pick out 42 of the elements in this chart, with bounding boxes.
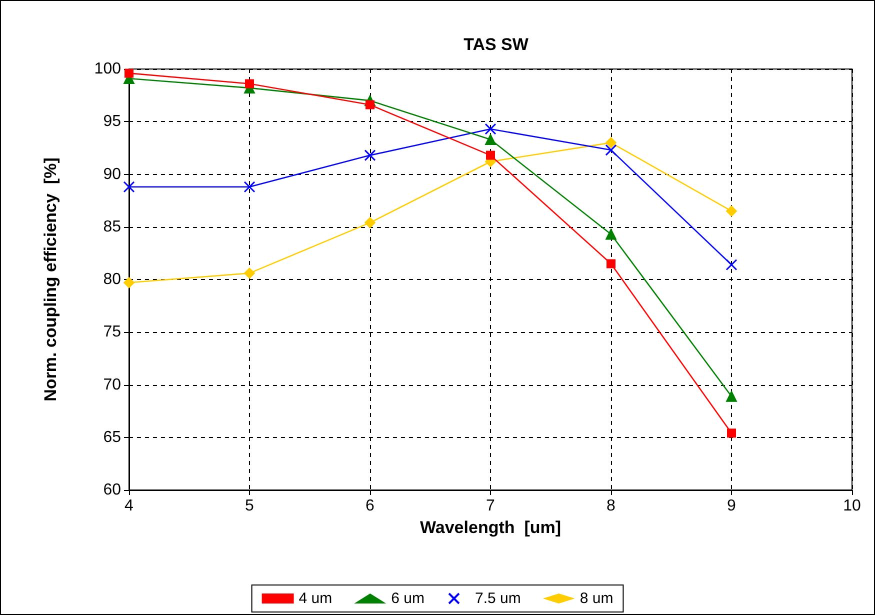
point <box>366 100 374 110</box>
point <box>244 181 256 193</box>
x-tick-label: 5 <box>245 498 254 514</box>
y-tick-label: 95 <box>103 113 122 130</box>
point <box>124 277 134 288</box>
point <box>364 150 376 162</box>
x-tick-label: 4 <box>124 498 134 514</box>
y-tick-label: 75 <box>103 324 122 341</box>
x-tick-label: 8 <box>606 498 616 514</box>
x-tick-label: 7 <box>486 498 496 514</box>
y-tick-label: 65 <box>103 428 122 446</box>
point <box>484 123 496 135</box>
y-tick-label: 100 <box>94 60 122 78</box>
y-tick-label: 70 <box>103 376 122 394</box>
x-tick-label: 9 <box>727 498 736 514</box>
point <box>244 268 255 279</box>
point <box>726 390 737 402</box>
x-tick-label: 10 <box>843 498 861 514</box>
point <box>606 228 616 240</box>
x-tick-label: 6 <box>366 498 375 514</box>
x-axis-title: Wavelength [um] <box>420 518 562 537</box>
point <box>726 259 738 271</box>
y-axis-title: Norm. coupling efficiency [%] <box>41 158 60 402</box>
legend-label: 6 um <box>391 590 425 607</box>
legend-label: 8 um <box>580 590 614 607</box>
point <box>606 137 616 148</box>
y-tick-label: 80 <box>103 271 122 288</box>
point <box>485 134 496 146</box>
legend-label: 7.5 um <box>474 590 521 607</box>
point <box>364 217 376 228</box>
point <box>726 206 737 217</box>
point <box>727 428 736 438</box>
point <box>605 144 617 156</box>
y-tick-label: 85 <box>103 218 122 236</box>
point <box>606 259 616 268</box>
point <box>486 150 495 160</box>
point <box>123 181 135 193</box>
y-tick-label: 60 <box>103 482 122 498</box>
y-tick-label: 90 <box>103 166 122 183</box>
point <box>245 79 254 88</box>
legend-label: 4 um <box>298 590 332 607</box>
chart-title: TAS SW <box>464 35 530 54</box>
